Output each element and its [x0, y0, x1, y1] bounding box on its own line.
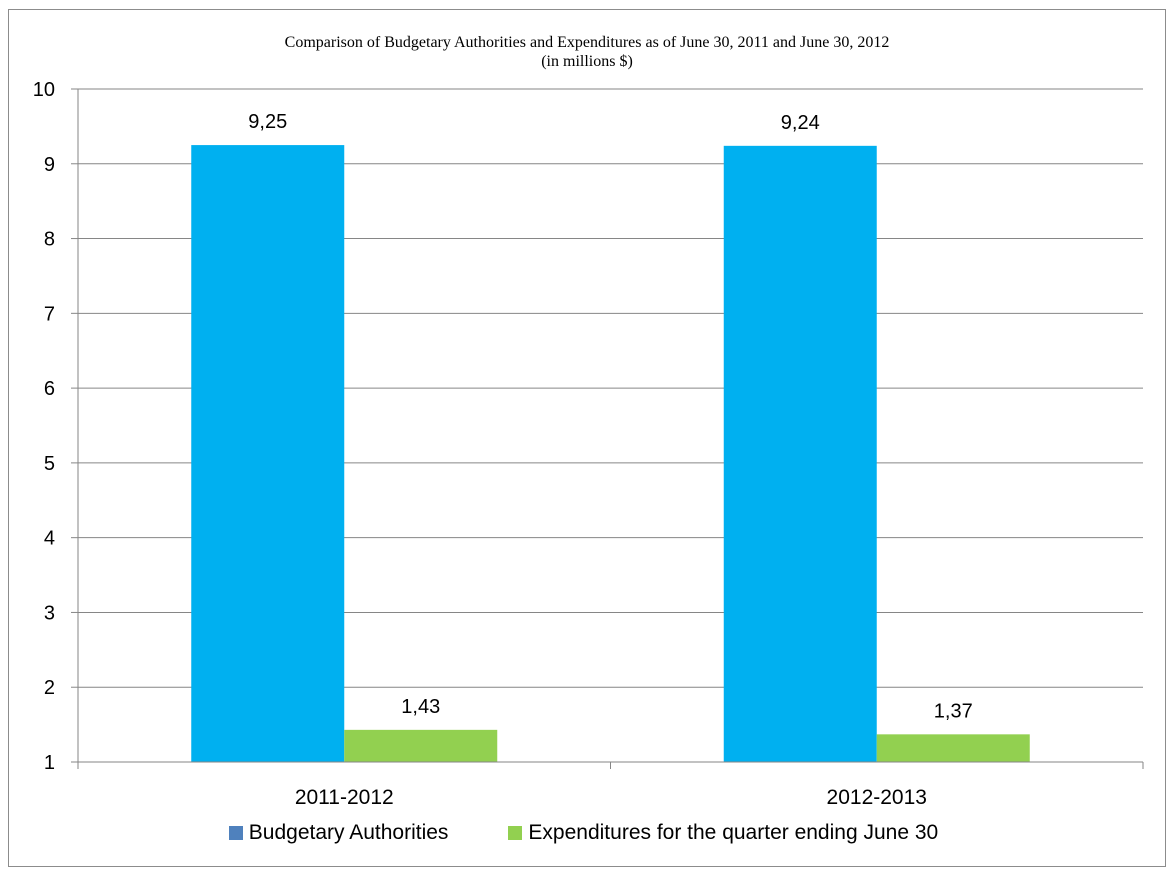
data-label: 9,24 [781, 112, 820, 134]
y-tick-label: 1 [44, 752, 55, 774]
bar-budgetary-authorities [191, 145, 345, 763]
y-tick-label: 10 [33, 79, 55, 101]
x-category-label: 2012-2013 [827, 786, 927, 809]
y-tick-label: 9 [44, 154, 55, 176]
data-labels: 9,25 1,43 9,24 1,37 [248, 111, 972, 722]
x-category-label: 2011-2012 [295, 786, 394, 809]
y-tick-label: 6 [44, 378, 55, 400]
legend-swatch-budgetary-authorities [228, 826, 243, 840]
bar-expenditures [344, 729, 498, 762]
y-tick-label: 8 [44, 229, 55, 251]
legend-swatch-expenditures [508, 826, 523, 840]
chart-title: Comparison of Budgetary Authorities and … [8, 33, 1166, 71]
bar-budgetary-authorities [723, 145, 877, 762]
chart-title-line1: Comparison of Budgetary Authorities and … [284, 34, 890, 51]
y-tick-label: 4 [44, 528, 55, 550]
legend-item-budgetary-authorities: Budgetary Authorities [228, 821, 449, 845]
y-tick-label: 7 [44, 303, 55, 325]
data-label: 1,43 [401, 696, 440, 718]
y-tick-label: 5 [44, 453, 55, 475]
y-tick-label: 2 [44, 677, 55, 699]
bars [191, 145, 1030, 763]
legend-item-expenditures: Expenditures for the quarter ending June… [508, 821, 938, 845]
data-label: 9,25 [248, 111, 287, 133]
axes: 1 2 3 4 5 6 7 8 9 10 2011-2012 2012-2013 [33, 79, 1144, 809]
y-tick-label: 3 [44, 602, 55, 624]
legend-label-budgetary-authorities: Budgetary Authorities [248, 821, 449, 844]
chart-title-line2: (in millions $) [541, 53, 633, 70]
legend: Budgetary Authorities Expenditures for t… [0, 821, 1167, 845]
bar-expenditures [876, 734, 1030, 762]
data-label: 1,37 [934, 700, 973, 722]
legend-label-expenditures: Expenditures for the quarter ending June… [528, 821, 939, 844]
